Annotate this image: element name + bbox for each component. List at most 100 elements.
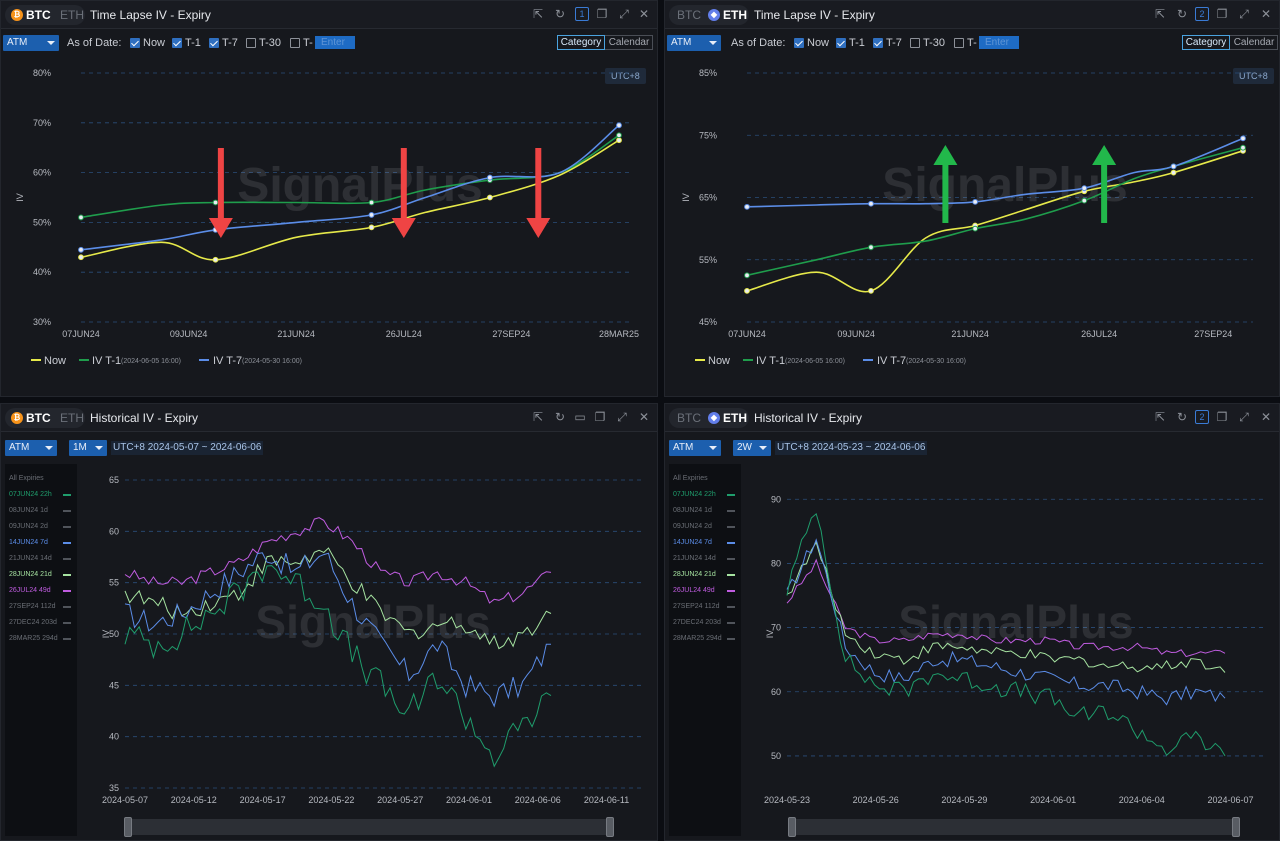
y-axis-label: IV <box>765 630 775 639</box>
tab-eth[interactable]: ETH <box>723 8 747 22</box>
expiry-color-swatch <box>727 558 735 560</box>
btc-historical-chart: 35 40 45 50 55 60 65 IV 2024-05-07 2024-05-12 2024… <box>101 475 641 805</box>
link-group-icon[interactable]: 1 <box>575 7 589 21</box>
period-select-value: 2W <box>737 442 752 453</box>
check-now[interactable] <box>794 38 804 48</box>
expiry-item[interactable]: 27SEP24 112d <box>9 600 73 614</box>
tab-eth[interactable]: ETH <box>60 411 84 425</box>
expiry-item[interactable]: 09JUN24 2d <box>673 520 737 534</box>
refresh-icon[interactable]: ↻ <box>1176 7 1188 21</box>
custom-days-input[interactable]: Enter <box>315 36 355 49</box>
expiry-item[interactable]: 28JUN24 21d <box>673 568 737 582</box>
check-t30[interactable] <box>910 38 920 48</box>
time-range-scrollbar[interactable] <box>124 817 614 837</box>
expiry-item[interactable]: 09JUN24 2d <box>9 520 73 534</box>
check-t7[interactable] <box>209 38 219 48</box>
copy-icon[interactable]: ❐ <box>596 7 608 21</box>
scrollbar-left-handle[interactable] <box>788 817 796 837</box>
scrollbar-right-handle[interactable] <box>1232 817 1240 837</box>
x-tick-label: 2024-06-01 <box>446 795 492 805</box>
share-icon[interactable]: ⇱ <box>532 410 544 424</box>
expiry-item[interactable]: 14JUN24 7d <box>673 536 737 550</box>
close-icon[interactable]: ✕ <box>638 7 650 21</box>
expiry-item[interactable]: 07JUN24 22h <box>673 488 737 502</box>
expiry-item-label: 09JUN24 2d <box>9 523 48 530</box>
tab-eth[interactable]: ETH <box>60 8 84 22</box>
data-point <box>78 214 84 221</box>
expiry-item[interactable]: 27DEC24 203d <box>9 616 73 630</box>
check-t1[interactable] <box>836 38 846 48</box>
expand-icon[interactable]: ⤢ <box>617 410 627 424</box>
custom-days-input[interactable]: Enter <box>979 36 1019 49</box>
legend-now[interactable]: Now <box>44 355 67 367</box>
period-select[interactable]: 2W <box>733 440 771 456</box>
tab-btc[interactable]: BTC <box>677 8 701 22</box>
expiry-item[interactable]: 26JUL24 49d <box>673 584 737 598</box>
atm-select[interactable]: ATM <box>3 35 59 51</box>
data-point <box>212 199 219 206</box>
link-group-icon[interactable]: 2 <box>1195 410 1209 424</box>
expiry-item[interactable]: 26JUL24 49d <box>9 584 73 598</box>
close-icon[interactable]: ✕ <box>1260 410 1272 424</box>
link-group-icon[interactable]: 2 <box>1195 7 1209 21</box>
copy-icon[interactable]: ❐ <box>594 410 606 424</box>
expand-icon[interactable]: ⤢ <box>1239 410 1249 424</box>
tab-eth[interactable]: ETH <box>723 411 747 425</box>
legend-now[interactable]: Now <box>708 355 731 367</box>
expiry-item[interactable]: 27SEP24 112d <box>673 600 737 614</box>
expiry-item[interactable]: 21JUN24 14d <box>9 552 73 566</box>
data-point <box>368 199 375 206</box>
check-t30[interactable] <box>246 38 256 48</box>
category-toggle[interactable]: Category <box>557 35 605 50</box>
scrollbar-right-handle[interactable] <box>606 817 614 837</box>
expiry-item[interactable]: 27DEC24 203d <box>673 616 737 630</box>
tab-btc[interactable]: BTC <box>26 8 51 22</box>
category-toggle[interactable]: Category <box>1182 35 1230 50</box>
legend-t7[interactable]: IV T-7 <box>877 355 907 367</box>
series-line-14jun24-7d <box>124 552 552 708</box>
tab-btc[interactable]: BTC <box>26 411 51 425</box>
expiry-color-swatch <box>63 590 71 592</box>
calendar-toggle[interactable]: Calendar <box>1233 37 1275 48</box>
atm-select[interactable]: ATM <box>667 35 721 51</box>
copy-icon[interactable]: ❐ <box>1216 7 1228 21</box>
expiry-item[interactable]: 21JUN24 14d <box>673 552 737 566</box>
atm-select[interactable]: ATM <box>669 440 721 456</box>
share-icon[interactable]: ⇱ <box>1154 7 1166 21</box>
panel-header: ₿ BTC ETH Time Lapse IV - Expiry ⇱ ↻ 1 ❐… <box>1 1 657 29</box>
folder-icon[interactable]: ▭ <box>574 410 586 424</box>
legend-t7[interactable]: IV T-7 <box>213 355 243 367</box>
atm-select[interactable]: ATM <box>5 440 57 456</box>
x-tick-label: 09JUN24 <box>837 329 875 339</box>
legend-t1[interactable]: IV T-1 <box>756 355 786 367</box>
expiry-item[interactable]: 28JUN24 21d <box>9 568 73 582</box>
refresh-icon[interactable]: ↻ <box>554 7 566 21</box>
check-now[interactable] <box>130 38 140 48</box>
expiry-item[interactable]: 28MAR25 294d <box>673 632 737 646</box>
check-custom[interactable] <box>290 38 300 48</box>
close-icon[interactable]: ✕ <box>638 410 650 424</box>
expiry-item[interactable]: 07JUN24 22h <box>9 488 73 502</box>
expand-icon[interactable]: ⤢ <box>619 7 629 21</box>
check-t7[interactable] <box>873 38 883 48</box>
refresh-icon[interactable]: ↻ <box>1176 410 1188 424</box>
refresh-icon[interactable]: ↻ <box>554 410 566 424</box>
expiry-item[interactable]: 08JUN24 1d <box>673 504 737 518</box>
period-select[interactable]: 1M <box>69 440 107 456</box>
time-range-scrollbar[interactable] <box>788 817 1240 837</box>
share-icon[interactable]: ⇱ <box>532 7 544 21</box>
scrollbar-left-handle[interactable] <box>124 817 132 837</box>
expiry-item[interactable]: 08JUN24 1d <box>9 504 73 518</box>
copy-icon[interactable]: ❐ <box>1216 410 1228 424</box>
check-custom[interactable] <box>954 38 964 48</box>
tab-btc[interactable]: BTC <box>677 411 701 425</box>
expiry-item[interactable]: 28MAR25 294d <box>9 632 73 646</box>
expiry-item[interactable]: 14JUN24 7d <box>9 536 73 550</box>
atm-select-value: ATM <box>673 442 694 453</box>
expand-icon[interactable]: ⤢ <box>1239 7 1249 21</box>
close-icon[interactable]: ✕ <box>1260 7 1272 21</box>
share-icon[interactable]: ⇱ <box>1154 410 1166 424</box>
check-t1[interactable] <box>172 38 182 48</box>
calendar-toggle[interactable]: Calendar <box>608 37 650 48</box>
legend-t1[interactable]: IV T-1 <box>92 355 122 367</box>
